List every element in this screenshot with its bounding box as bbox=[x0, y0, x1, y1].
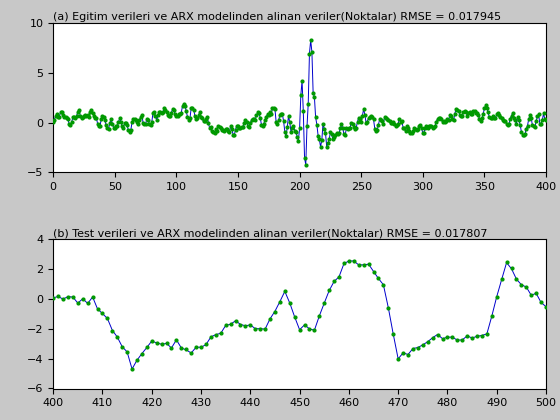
Text: (b) Test verileri ve ARX modelinden alinan veriler(Noktalar) RMSE = 0.017807: (b) Test verileri ve ARX modelinden alin… bbox=[53, 228, 488, 239]
Text: (a) Egitim verileri ve ARX modelinden alinan veriler(Noktalar) RMSE = 0.017945: (a) Egitim verileri ve ARX modelinden al… bbox=[53, 12, 501, 22]
